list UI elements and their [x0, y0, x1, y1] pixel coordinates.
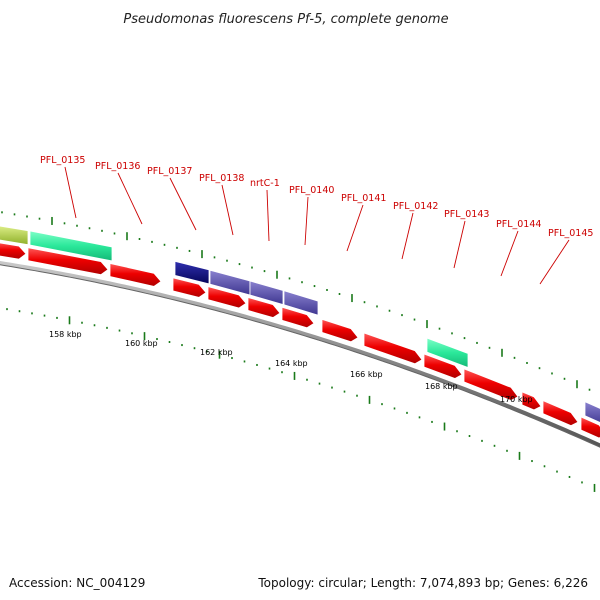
leader-line [221, 184, 234, 236]
rna-feature [29, 230, 113, 262]
gene-label[interactable]: PFL_0142 [393, 201, 438, 212]
accession-text: Accession: NC_004129 [9, 576, 146, 590]
gene-label[interactable]: PFL_0145 [548, 228, 593, 239]
gene-label[interactable]: PFL_0140 [289, 185, 334, 196]
leader-line [401, 212, 414, 260]
inner-tick-track [6, 308, 596, 492]
gene-label[interactable]: PFL_0138 [199, 173, 244, 184]
gene-label[interactable]: PFL_0143 [444, 209, 489, 220]
kbp-label: 164 kbp [275, 359, 308, 368]
leader-line [117, 172, 143, 225]
gene-label[interactable]: PFL_0137 [147, 166, 192, 177]
cds-arrow [281, 306, 315, 329]
cds-arrow [423, 353, 463, 379]
gene-label[interactable]: nrtC-1 [250, 178, 280, 189]
feature-box [283, 290, 319, 316]
genome-backbone [0, 260, 600, 448]
genome-summary: Topology: circular; Length: 7,074,893 bp… [258, 576, 588, 590]
leader-line [169, 177, 197, 231]
feature-box [249, 280, 284, 306]
backbone-edge [0, 264, 600, 448]
cds-arrow [172, 277, 207, 298]
map-title: Pseudomonas fluorescens Pf-5, complete g… [123, 12, 448, 27]
cds-arrow [109, 263, 162, 287]
feature-box [174, 260, 210, 285]
leader-line [346, 204, 364, 252]
kbp-labels: 158 kbp 160 kbp 162 kbp 164 kbp 166 kbp … [49, 330, 533, 404]
leader-line [266, 189, 270, 242]
feature-track [0, 225, 600, 423]
cds-arrow [521, 391, 542, 411]
cds-track [0, 242, 600, 439]
gene-label[interactable]: PFL_0136 [95, 161, 140, 172]
kbp-label: 168 kbp [425, 382, 458, 391]
gene-labels: PFL_0135 PFL_0136 PFL_0137 PFL_0138 nrtC… [40, 155, 593, 239]
gene-label[interactable]: PFL_0141 [341, 193, 386, 204]
leader-line [304, 196, 309, 246]
cds-arrow [363, 332, 423, 365]
leader-line [539, 239, 570, 285]
leader-line [64, 166, 77, 219]
cds-arrow [463, 368, 519, 401]
cds-arrow [542, 400, 579, 427]
kbp-label: 166 kbp [350, 370, 383, 379]
feature-box [0, 225, 29, 246]
kbp-label: 170 kbp [500, 395, 533, 404]
gene-label[interactable]: PFL_0144 [496, 219, 541, 230]
outer-tick-track [1, 211, 591, 391]
cds-arrow [27, 247, 109, 276]
leader-line [453, 220, 466, 269]
gene-label[interactable]: PFL_0135 [40, 155, 85, 166]
kbp-label: 162 kbp [200, 348, 233, 357]
feature-box [584, 401, 600, 423]
cds-arrow [580, 416, 600, 439]
kbp-label: 158 kbp [49, 330, 82, 339]
cds-arrow [247, 296, 281, 319]
kbp-label: 160 kbp [125, 339, 158, 348]
cds-arrow [0, 242, 27, 260]
leader-line [500, 230, 519, 277]
rna-feature [426, 337, 469, 369]
cds-arrow [207, 286, 247, 309]
cds-arrow [321, 318, 359, 343]
backbone-line [0, 260, 600, 448]
label-leaders [64, 166, 570, 285]
